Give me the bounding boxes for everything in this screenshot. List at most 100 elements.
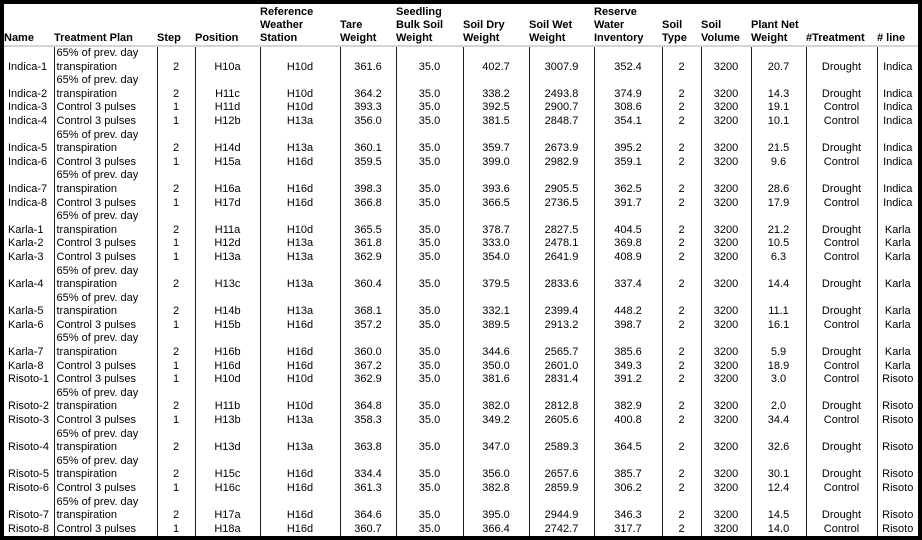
cell-soil_dry: 366.5 <box>462 196 529 211</box>
table-row: Karla-7 65% of prev. day transpiration 2 H1… <box>4 332 918 360</box>
cell-position: H10d <box>194 373 260 387</box>
cell-tare: 362.9 <box>339 250 396 265</box>
cell-soil_dry: 392.5 <box>462 101 529 115</box>
cell-soil_wet: 2900.7 <box>528 101 594 115</box>
cell-step: 1 <box>156 414 195 428</box>
cell-seedling_bulk: 35.0 <box>395 386 463 415</box>
cell-soil_wet: 2944.9 <box>528 495 594 523</box>
cell-soil_dry: 347.0 <box>462 427 529 455</box>
cell-station: H13a <box>259 264 340 292</box>
cell-name: Karla-7 <box>4 332 54 360</box>
cell-soil_volume: 3200 <box>700 386 751 415</box>
cell-station: H10d <box>259 210 340 238</box>
cell-soil_wet: 2913.2 <box>528 318 594 333</box>
cell-tare: 364.6 <box>339 495 396 523</box>
cell-line: Risoto <box>876 482 918 496</box>
cell-station: H13a <box>259 427 340 455</box>
cell-plan: Control 3 pulses <box>53 359 157 374</box>
cell-plan: Control 3 pulses <box>53 114 157 129</box>
cell-soil_volume: 3200 <box>700 454 751 482</box>
column-header-soil_wet: Soil Wet Weight <box>529 4 594 47</box>
cell-soil_type: 2 <box>661 291 701 319</box>
cell-soil_dry: 359.7 <box>462 128 529 156</box>
table-row: Risoto-7 65% of prev. day transpiration 2 H… <box>4 495 918 523</box>
cell-plant_net: 5.9 <box>750 332 806 360</box>
cell-tare: 358.3 <box>339 414 396 428</box>
cell-soil_wet: 2833.6 <box>528 264 594 292</box>
cell-soil_volume: 3200 <box>700 74 751 102</box>
table-row: Indica-5 65% of prev. day transpiration 2 H… <box>4 128 918 156</box>
cell-station: H13a <box>259 414 340 428</box>
cell-step: 1 <box>156 250 195 265</box>
cell-soil_type: 2 <box>661 196 701 211</box>
cell-soil_volume: 3200 <box>700 482 751 496</box>
cell-reserve: 391.7 <box>593 196 662 211</box>
cell-seedling_bulk: 35.0 <box>395 318 463 333</box>
cell-tare: 360.0 <box>339 332 396 360</box>
table-row: Karla-3 Control 3 pulses 1 H13a H13a 362.9 35.… <box>4 250 918 265</box>
cell-position: H12b <box>194 114 260 129</box>
cell-soil_type: 2 <box>661 332 701 360</box>
cell-soil_volume: 3200 <box>700 155 751 170</box>
cell-seedling_bulk: 35.0 <box>395 74 463 102</box>
cell-soil_dry: 381.6 <box>462 373 529 387</box>
cell-position: H17d <box>194 196 260 211</box>
cell-line: Indica <box>876 46 918 75</box>
cell-step: 1 <box>156 237 195 251</box>
table-row: Karla-6 Control 3 pulses 1 H15b H16d 357.2 35.… <box>4 318 918 333</box>
cell-soil_wet: 2859.9 <box>528 482 594 496</box>
cell-step: 1 <box>156 196 195 211</box>
cell-reserve: 404.5 <box>593 210 662 238</box>
cell-line: Risoto <box>876 454 918 482</box>
cell-line: Risoto <box>876 495 918 523</box>
cell-soil_type: 2 <box>661 210 701 238</box>
cell-reserve: 337.4 <box>593 264 662 292</box>
cell-tare: 361.3 <box>339 482 396 496</box>
cell-position: H15b <box>194 318 260 333</box>
cell-plant_net: 14.5 <box>750 495 806 523</box>
cell-soil_type: 2 <box>661 46 701 75</box>
column-header-line: # line <box>877 4 918 47</box>
cell-soil_volume: 3200 <box>700 114 751 129</box>
cell-soil_wet: 2565.7 <box>528 332 594 360</box>
cell-soil_dry: 350.0 <box>462 359 529 374</box>
cell-step: 2 <box>156 264 195 292</box>
cell-soil_volume: 3200 <box>700 414 751 428</box>
column-header-tare: Tare Weight <box>340 4 396 47</box>
cell-treatment: Control <box>805 114 877 129</box>
cell-plan: Control 3 pulses <box>53 522 157 536</box>
cell-treatment: Control <box>805 250 877 265</box>
cell-soil_wet: 2605.6 <box>528 414 594 428</box>
cell-step: 1 <box>156 359 195 374</box>
cell-soil_dry: 378.7 <box>462 210 529 238</box>
cell-plant_net: 17.9 <box>750 196 806 211</box>
table-body: Indica-1 65% of prev. day transpiration 2 H… <box>4 46 918 536</box>
table-header: Name Treatment Plan Step Position Reference … <box>4 4 918 47</box>
cell-soil_volume: 3200 <box>700 237 751 251</box>
cell-tare: 363.8 <box>339 427 396 455</box>
cell-soil_volume: 3200 <box>700 318 751 333</box>
cell-step: 1 <box>156 482 195 496</box>
column-header-station: Reference Weather Station <box>260 4 340 47</box>
cell-soil_volume: 3200 <box>700 46 751 75</box>
cell-plant_net: 14.4 <box>750 264 806 292</box>
cell-seedling_bulk: 35.0 <box>395 427 463 455</box>
table-row: Indica-3 Control 3 pulses 1 H11d H10d 393.3 35… <box>4 101 918 115</box>
cell-tare: 360.7 <box>339 522 396 536</box>
cell-soil_type: 2 <box>661 373 701 387</box>
cell-reserve: 395.2 <box>593 128 662 156</box>
cell-soil_dry: 399.0 <box>462 155 529 170</box>
cell-soil_wet: 2589.3 <box>528 427 594 455</box>
cell-soil_volume: 3200 <box>700 427 751 455</box>
cell-line: Risoto <box>876 414 918 428</box>
cell-seedling_bulk: 35.0 <box>395 264 463 292</box>
cell-soil_dry: 333.0 <box>462 237 529 251</box>
cell-soil_wet: 2736.5 <box>528 196 594 211</box>
cell-tare: 393.3 <box>339 101 396 115</box>
cell-position: H16a <box>194 169 260 197</box>
column-header-step: Step <box>157 4 195 47</box>
cell-station: H10d <box>259 386 340 415</box>
cell-plan: 65% of prev. day transpiration <box>53 291 157 319</box>
table-row: Indica-8 Control 3 pulses 1 H17d H16d 366.8 35… <box>4 196 918 211</box>
cell-step: 1 <box>156 101 195 115</box>
